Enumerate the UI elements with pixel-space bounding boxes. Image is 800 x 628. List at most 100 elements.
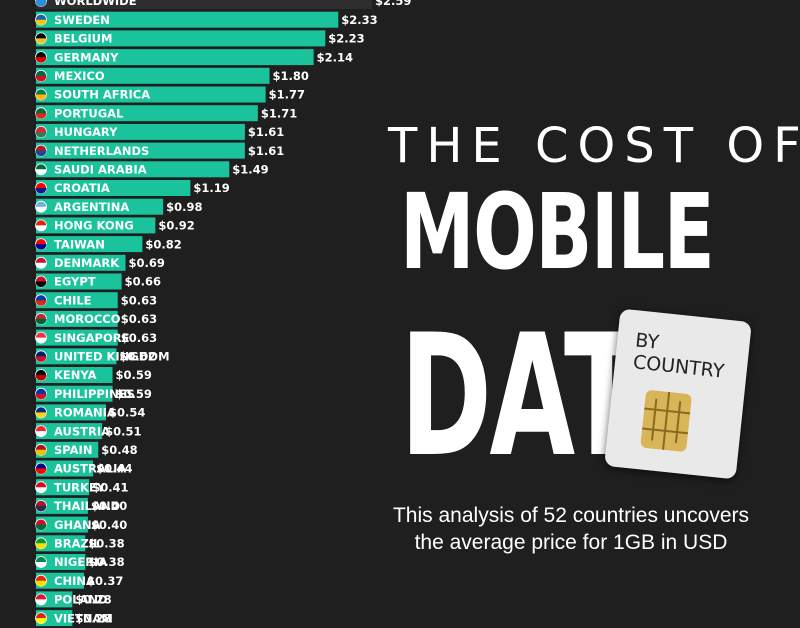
bar-hong-kong — [36, 217, 156, 234]
bar-ghana — [36, 516, 88, 533]
value-label: $2.33 — [341, 13, 377, 27]
bar-nigeria — [36, 554, 86, 570]
category-label: AUSTRIA — [54, 424, 110, 438]
category-label: BRAZIL — [54, 537, 101, 551]
title-line-2: MOBILE — [400, 171, 715, 293]
flag-icon — [35, 144, 47, 157]
flag-icon — [35, 499, 47, 512]
flag-icon — [35, 69, 47, 82]
category-label: ROMANIA — [54, 406, 116, 420]
flag-icon — [35, 51, 47, 63]
title-line-3: DATA — [400, 298, 714, 494]
value-label: $1.71 — [261, 106, 297, 120]
category-label: THAILAND — [54, 499, 120, 513]
value-label: $0.92 — [158, 219, 194, 233]
category-label: TAIWAN — [54, 237, 105, 251]
value-label: $0.54 — [109, 406, 145, 420]
category-label: CHILE — [54, 293, 92, 307]
value-label: $0.82 — [145, 237, 181, 251]
bar-egypt — [36, 273, 122, 290]
bar-saudi-arabia — [36, 161, 230, 178]
subtitle: This analysis of 52 countries uncovers t… — [386, 502, 756, 557]
sim-card-icon: BY COUNTRY — [604, 308, 752, 480]
flag-icon — [35, 256, 47, 269]
flag-icon — [35, 481, 47, 494]
category-label: CROATIA — [54, 181, 110, 195]
value-label: $0.40 — [91, 499, 127, 513]
value-label: $0.38 — [88, 555, 124, 569]
category-label: NETHERLANDS — [54, 144, 149, 158]
flag-icon — [35, 443, 47, 456]
bar-worldwide — [36, 0, 372, 9]
category-label: SWEDEN — [54, 13, 110, 27]
value-label: $0.38 — [88, 537, 124, 551]
value-label: $0.59 — [116, 368, 152, 382]
bar-morocco — [36, 310, 118, 327]
value-label: $0.69 — [129, 256, 165, 270]
category-label: POLAND — [54, 593, 108, 607]
value-label: $0.28 — [75, 593, 111, 607]
flag-icon — [35, 612, 47, 624]
flag-icon — [35, 275, 47, 288]
value-label: $0.62 — [119, 350, 155, 364]
value-label: $1.77 — [269, 88, 305, 102]
value-label: $0.37 — [87, 574, 123, 588]
bar-china — [36, 572, 84, 589]
flag-icon — [35, 350, 47, 363]
value-label: $0.44 — [96, 462, 132, 476]
flag-icon — [35, 369, 47, 381]
value-label: $0.51 — [105, 424, 141, 438]
bar-austria — [36, 423, 103, 440]
category-label: AUSTRALIA — [54, 462, 126, 476]
flag-icon — [35, 294, 47, 307]
bar-netherlands — [36, 142, 245, 159]
category-label: TURKEY — [54, 480, 106, 494]
bar-philippines — [36, 385, 113, 402]
category-label: SAUDI ARABIA — [54, 163, 147, 177]
bar-hungary — [36, 123, 245, 140]
flag-icon — [35, 200, 47, 213]
bar-sweden — [36, 11, 339, 28]
sim-chip-icon — [640, 389, 693, 453]
category-label: GHANA — [54, 518, 101, 532]
flag-icon — [35, 425, 47, 438]
value-label: $0.63 — [121, 331, 157, 345]
category-label: DENMARK — [54, 256, 120, 270]
category-label: SINGAPORE — [54, 331, 130, 345]
category-label: VIETNAM — [54, 611, 113, 625]
category-label: GERMANY — [54, 50, 119, 64]
bar-south-africa — [36, 86, 266, 103]
category-label: MOROCCO — [54, 312, 121, 326]
flag-icon — [35, 32, 47, 45]
bar-thailand — [36, 497, 88, 514]
flag-icon — [35, 182, 47, 194]
category-label: KENYA — [54, 368, 97, 382]
bar-spain — [36, 441, 99, 458]
bar-singapore — [36, 329, 118, 346]
subtitle-line-2: the average price for 1GB in USD — [414, 531, 728, 555]
bar-taiwan — [36, 236, 143, 253]
value-label: $0.63 — [121, 312, 157, 326]
flag-icon — [35, 462, 47, 475]
category-label: UNITED KINGDOM — [54, 350, 170, 364]
category-label: EGYPT — [54, 275, 96, 289]
bar-kenya — [36, 367, 113, 383]
flag-icon — [35, 88, 47, 101]
bar-argentina — [36, 198, 164, 215]
category-label: PORTUGAL — [54, 106, 124, 120]
bar-turkey — [36, 479, 90, 496]
flag-icon — [35, 312, 47, 325]
bar-denmark — [36, 254, 126, 271]
bar-belgium — [36, 30, 326, 47]
flag-icon — [35, 387, 47, 400]
flag-icon — [35, 593, 47, 606]
bar-croatia — [36, 180, 191, 196]
value-label: $2.14 — [317, 50, 353, 64]
flag-icon — [35, 107, 47, 120]
category-label: BELGIUM — [54, 32, 112, 46]
value-label: $1.49 — [232, 163, 268, 177]
flag-icon — [35, 13, 47, 26]
value-label: $1.19 — [193, 181, 229, 195]
flag-icon — [35, 556, 47, 568]
category-label: SPAIN — [54, 443, 92, 457]
